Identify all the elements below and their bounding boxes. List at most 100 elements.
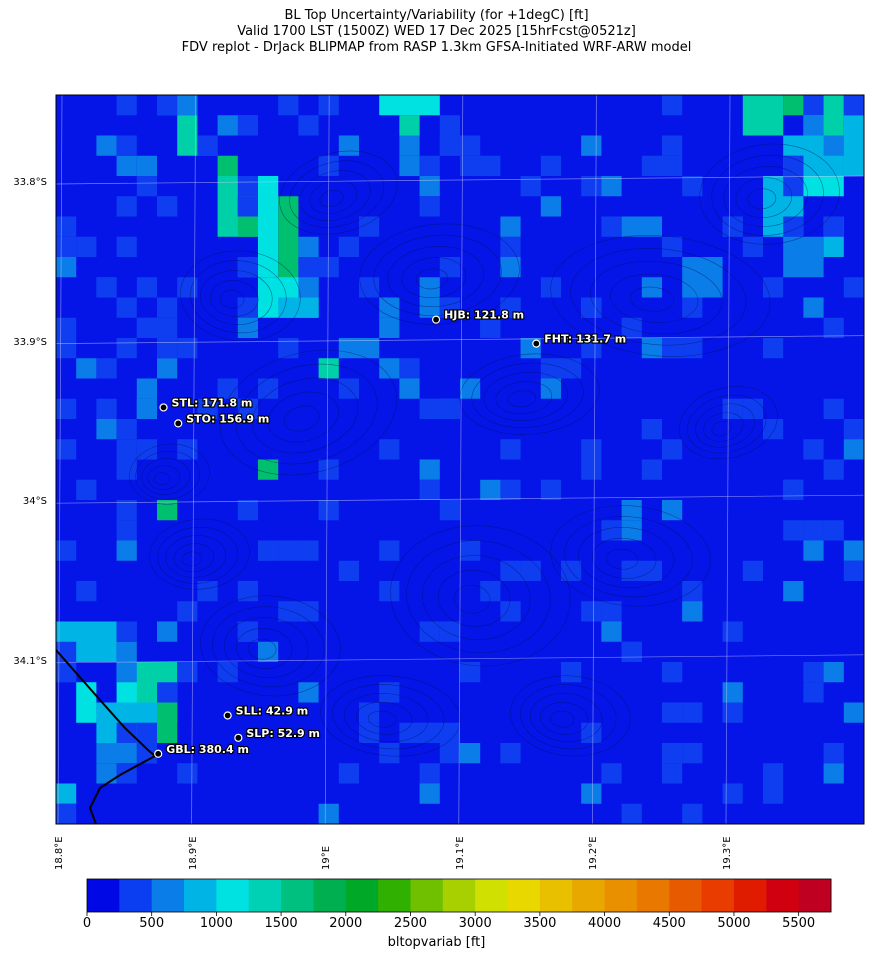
terrain-contour	[401, 257, 467, 299]
variability-cell	[298, 115, 319, 136]
variability-cell	[581, 783, 602, 804]
terrain-contour	[591, 537, 657, 579]
variability-cell	[783, 479, 804, 500]
variability-cell	[136, 398, 157, 419]
variability-cell	[399, 135, 420, 156]
variability-cell	[237, 297, 258, 318]
variability-cell	[136, 378, 157, 399]
variability-cell	[379, 95, 440, 116]
variability-cell	[116, 419, 137, 440]
station-gbl: GBL: 380.4 m	[154, 742, 250, 758]
variability-cell	[116, 621, 137, 642]
variability-cell	[500, 601, 521, 622]
variability-cell	[96, 277, 117, 298]
variability-cell	[803, 520, 824, 541]
variability-cell	[621, 317, 642, 338]
variability-cell	[783, 581, 804, 602]
station-marker	[431, 315, 441, 324]
variability-cell	[56, 257, 77, 278]
variability-cell	[601, 216, 622, 237]
variability-cell	[399, 358, 420, 379]
variability-cell	[621, 560, 642, 581]
terrain-contour	[590, 260, 723, 335]
variability-cell	[278, 95, 299, 116]
terrain-contour	[320, 675, 461, 757]
colorbar-segment	[313, 879, 347, 912]
variability-cell	[843, 95, 864, 116]
variability-cell	[662, 338, 683, 359]
variability-cell	[783, 236, 824, 278]
variability-cell	[116, 135, 137, 156]
terrain-contour	[247, 638, 277, 660]
variability-cell	[500, 297, 521, 318]
terrain-contour	[699, 143, 840, 245]
variability-cell	[722, 398, 743, 419]
variability-cell	[500, 743, 521, 764]
variability-cell	[843, 419, 864, 440]
variability-cell	[56, 216, 77, 237]
terrain-contour	[355, 701, 413, 735]
terrain-contour	[235, 627, 293, 669]
station-slp: SLP: 52.9 m	[234, 726, 321, 742]
terrain-contour	[219, 289, 245, 309]
variability-cell	[399, 378, 420, 399]
variability-cell	[338, 763, 359, 784]
variability-cell	[843, 702, 864, 723]
variability-cell	[439, 621, 460, 642]
variability-cell	[823, 662, 844, 683]
variability-cell	[823, 743, 844, 764]
variability-cell	[338, 135, 359, 156]
variability-cell	[742, 95, 784, 136]
variability-cell	[278, 540, 299, 561]
variability-cell	[116, 540, 137, 561]
colorbar-tick-label: 2000	[329, 916, 363, 931]
variability-cell	[116, 196, 137, 217]
variability-cell	[237, 176, 258, 197]
station-fht: FHT: 131.7 m	[532, 332, 627, 348]
variability-cell	[258, 176, 279, 278]
variability-cell	[56, 783, 77, 804]
variability-cell	[662, 95, 683, 116]
variability-cell	[581, 459, 602, 480]
variability-cell	[56, 338, 77, 359]
colorbar-tick-label: 5500	[782, 916, 816, 931]
variability-cell	[601, 601, 622, 622]
latitude-label: 33.8°S	[13, 177, 47, 188]
variability-cell	[379, 682, 400, 703]
variability-cell	[480, 581, 501, 602]
variability-cell	[439, 135, 460, 156]
variability-cell	[823, 398, 844, 419]
terrain-contour	[471, 362, 584, 428]
variability-cell	[843, 115, 864, 176]
colorbar-segment	[604, 879, 638, 912]
variability-cell	[641, 155, 662, 176]
variability-cell	[157, 358, 178, 379]
colorbar-tick-label: 1000	[199, 916, 233, 931]
variability-cell	[561, 358, 582, 379]
variability-cell	[783, 176, 804, 197]
variability-cell	[480, 317, 501, 338]
variability-cell	[439, 297, 460, 318]
variability-cell	[439, 257, 460, 278]
colorbar-segment	[733, 879, 767, 912]
variability-cell	[419, 722, 440, 743]
variability-cell	[116, 236, 137, 257]
variability-cell	[419, 783, 440, 804]
variability-cell	[136, 317, 157, 338]
variability-cell	[359, 277, 380, 298]
variability-cell	[763, 419, 784, 440]
title-line-3: FDV replot - DrJack BLIPMAP from RASP 1.…	[181, 40, 692, 55]
variability-cell	[581, 297, 602, 318]
variability-cell	[278, 196, 299, 298]
variability-cell	[379, 297, 400, 318]
variability-cell	[500, 216, 521, 237]
variability-cell	[237, 115, 258, 136]
variability-cell	[722, 621, 743, 642]
colorbar-tick-label: 500	[139, 916, 165, 931]
terrain-contour	[212, 606, 325, 688]
variability-cell	[662, 702, 683, 723]
variability-cell	[278, 297, 319, 318]
variability-cell	[157, 297, 178, 318]
variability-cell	[439, 115, 460, 136]
variability-cell	[318, 803, 339, 824]
